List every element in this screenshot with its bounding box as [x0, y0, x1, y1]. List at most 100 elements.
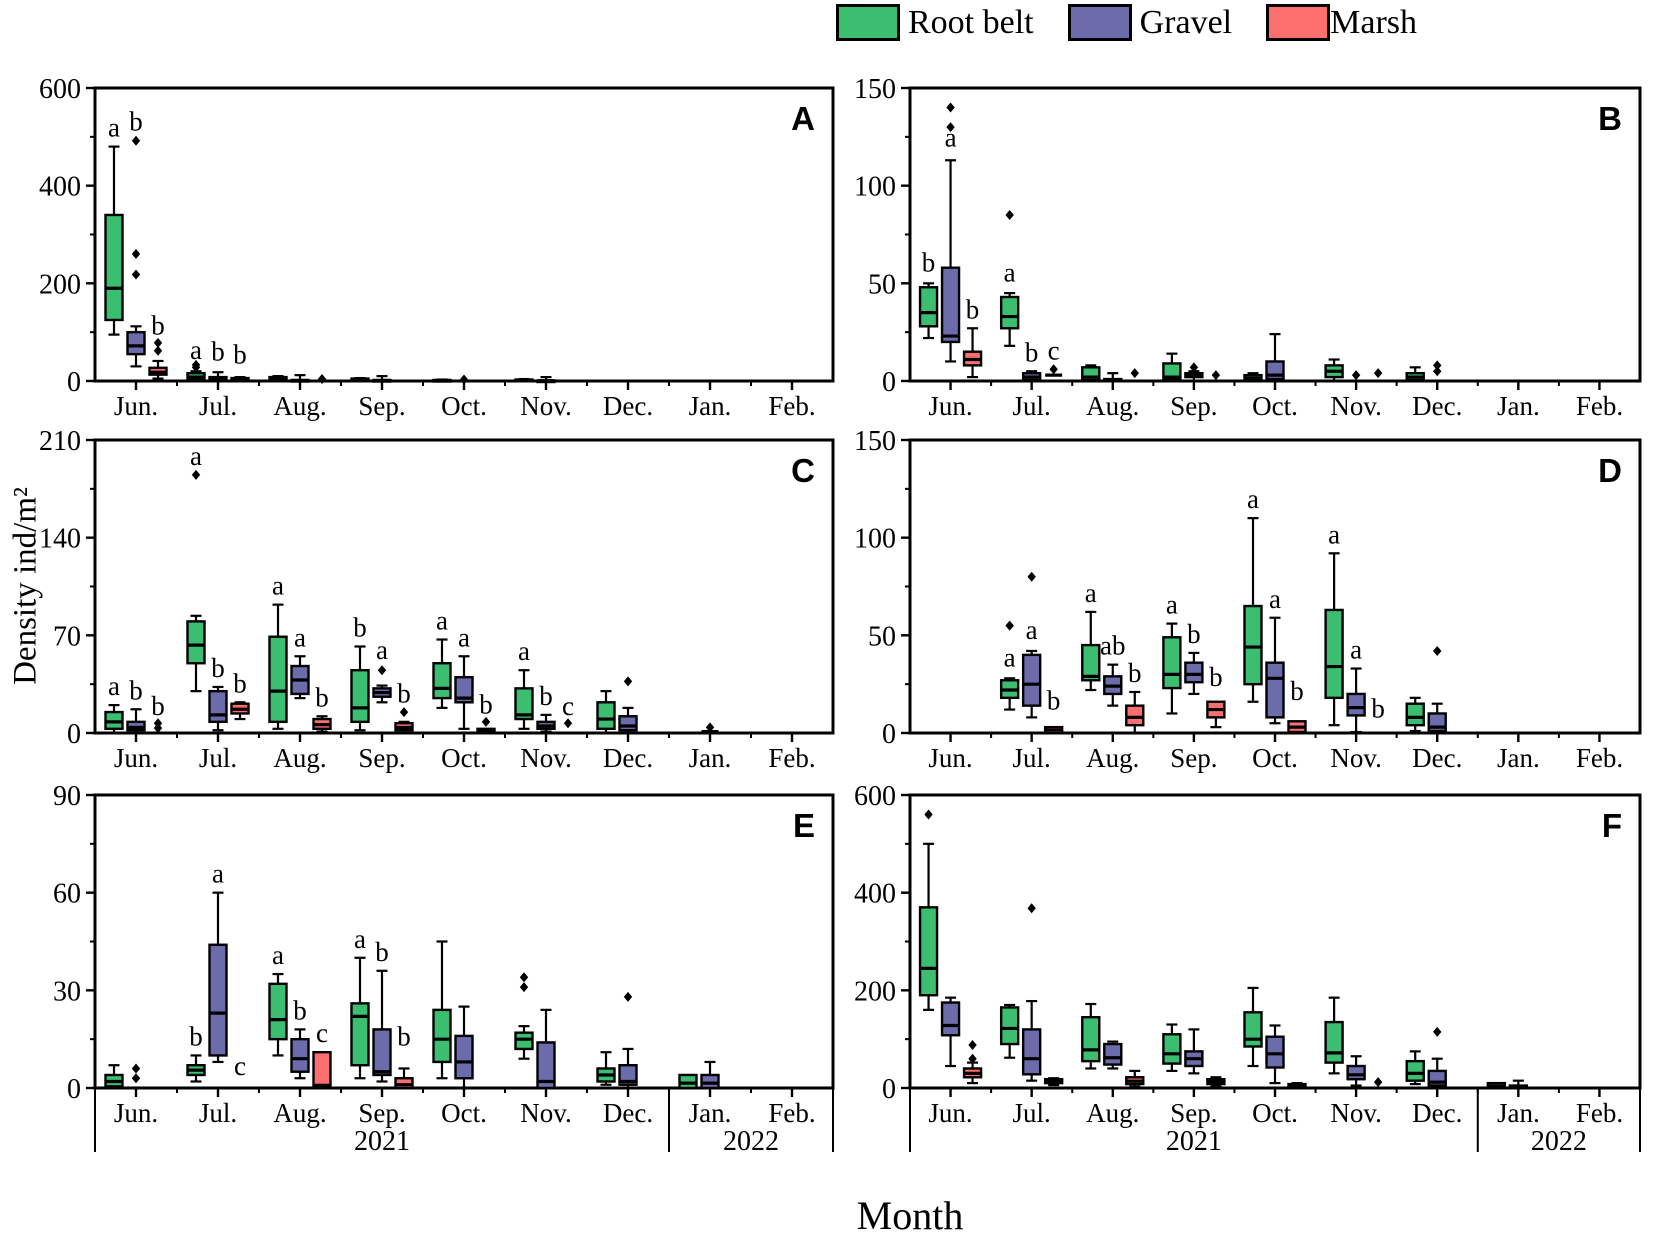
box-body	[454, 675, 474, 704]
panel-letter: C	[791, 452, 815, 489]
y-tick-label: 0	[882, 719, 896, 750]
month-label: Jun.	[114, 1098, 158, 1128]
box-body	[126, 330, 146, 356]
box-body	[918, 906, 939, 997]
month-label: Oct.	[441, 391, 487, 421]
box-D-Jul-marsh: b	[1043, 686, 1064, 735]
box-C-Jan-gravel	[701, 722, 719, 734]
box-body	[678, 1073, 698, 1090]
box-body	[104, 213, 124, 322]
box-C-Nov-marsh: c	[562, 691, 574, 729]
box-D-Dec-rootbelt	[1405, 696, 1425, 733]
significance-letter: b	[1187, 619, 1201, 649]
outlier-point	[563, 718, 573, 729]
box-E-Oct-gravel	[454, 1005, 474, 1090]
y-tick-label: 0	[882, 1074, 896, 1105]
month-label: Feb.	[768, 391, 815, 421]
significance-letter: a	[212, 859, 224, 889]
box-body	[1162, 362, 1182, 381]
box-body	[700, 1073, 720, 1090]
box-A-Nov-gravel	[536, 375, 556, 384]
significance-letter: a	[436, 606, 448, 636]
year-label-2021: 2021	[1166, 1126, 1222, 1157]
legend-item-gravel: Gravel	[1067, 4, 1232, 41]
outlier-point	[317, 374, 327, 385]
box-F-Oct-gravel	[1265, 1024, 1285, 1085]
box-body	[1243, 1011, 1263, 1048]
box-D-Nov-gravel: a	[1346, 635, 1366, 734]
y-tick-label: 210	[39, 426, 81, 457]
box-A-Jul-rootbelt: a	[186, 335, 206, 382]
box-B-Dec-gravel	[1433, 360, 1442, 377]
significance-letter: a	[1328, 519, 1340, 549]
panel-letter: D	[1598, 452, 1622, 489]
month-label: Aug.	[273, 1098, 326, 1128]
box-F-Sep-gravel	[1184, 1028, 1204, 1075]
significance-letter: b	[189, 1021, 203, 1051]
month-label: Sep.	[1170, 743, 1217, 773]
box-A-Aug-marsh	[317, 374, 327, 385]
box-C-Dec-rootbelt	[596, 690, 616, 735]
plot-frame	[93, 86, 835, 383]
y-tick-label: 0	[67, 1074, 81, 1105]
box-B-Dec-rootbelt	[1405, 366, 1425, 383]
box-A-Sep-rootbelt	[350, 376, 370, 383]
outlier-point	[131, 1073, 141, 1084]
box-A-Sep-gravel	[372, 375, 392, 383]
month-label: Jul.	[199, 1098, 237, 1128]
box-C-Nov-rootbelt: a	[514, 636, 534, 730]
box-C-Jun-gravel: b	[126, 675, 146, 735]
x-axis-title: Month	[856, 1193, 964, 1238]
box-F-Nov-rootbelt	[1324, 996, 1344, 1075]
y-tick-label: 400	[39, 172, 81, 203]
y-tick-label: 70	[53, 621, 81, 652]
box-body	[432, 662, 452, 700]
box-B-Aug-gravel	[1103, 372, 1123, 383]
month-label: Jan.	[689, 743, 732, 773]
box-body	[454, 1034, 474, 1080]
month-label: Aug.	[273, 743, 326, 773]
month-label: Feb.	[1576, 1098, 1623, 1128]
box-body	[186, 620, 206, 665]
box-body	[618, 1064, 638, 1086]
significance-letter: a	[190, 441, 202, 471]
month-label: Feb.	[768, 1098, 815, 1128]
month-label: Aug.	[1086, 391, 1139, 421]
panel-letter: E	[793, 807, 815, 844]
box-body	[350, 1002, 370, 1067]
panel-letter: F	[1602, 807, 1622, 844]
box-F-Aug-gravel	[1103, 1040, 1123, 1070]
month-label: Feb.	[768, 743, 815, 773]
month-label: Oct.	[441, 743, 487, 773]
box-D-Aug-rootbelt: a	[1081, 578, 1101, 692]
box-D-Oct-gravel: a	[1265, 584, 1285, 725]
significance-letter: a	[458, 622, 470, 652]
y-axis-title: Density ind/m²	[7, 487, 44, 685]
month-label: Oct.	[1252, 391, 1298, 421]
box-E-Sep-rootbelt: a	[350, 924, 370, 1080]
box-body	[1324, 1020, 1344, 1064]
month-label: Jun.	[114, 743, 158, 773]
month-label: Jul.	[199, 743, 237, 773]
significance-letter: a	[354, 924, 366, 954]
significance-letter: b	[375, 937, 389, 967]
month-label: Jul.	[1013, 743, 1051, 773]
box-A-Oct-gravel	[459, 374, 469, 385]
month-label: Aug.	[1086, 1098, 1139, 1128]
significance-letter: a	[190, 335, 202, 365]
outlier-point	[459, 374, 469, 385]
box-body	[1021, 1028, 1042, 1076]
box-body	[999, 295, 1020, 330]
box-C-Nov-gravel: b	[536, 681, 556, 733]
year-label-2022: 2022	[723, 1126, 779, 1157]
month-label: Dec.	[1412, 743, 1462, 773]
box-body	[1405, 702, 1425, 727]
box-A-Jun-gravel: b	[126, 107, 146, 368]
y-tick-label: 100	[854, 524, 896, 555]
outlier-point	[1433, 1026, 1442, 1037]
significance-letter: a	[945, 123, 957, 153]
box-E-Jan-rootbelt	[678, 1073, 698, 1090]
box-body	[1265, 1035, 1285, 1069]
significance-letter: a	[376, 635, 388, 665]
box-C-Dec-gravel	[618, 676, 638, 735]
